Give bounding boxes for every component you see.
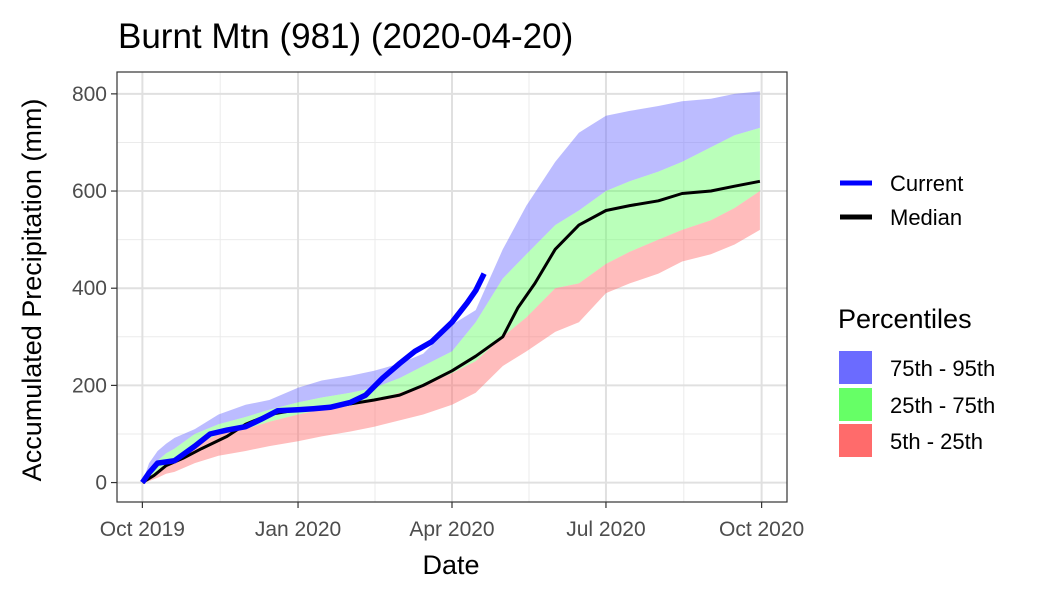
band-5-25	[142, 191, 760, 483]
band-25-75	[142, 127, 760, 483]
legend-p25-75-swatch	[839, 388, 872, 421]
x-tick-label: Oct 2020	[719, 518, 804, 541]
legend-p75-95-swatch	[839, 351, 872, 384]
x-axis-ticks: Oct 2019 Jan 2020 Apr 2020 Jul 2020 Oct 2020	[100, 502, 804, 541]
y-axis-ticks: 0 200 400 600 800	[72, 83, 117, 495]
x-tick-label: Oct 2019	[100, 518, 185, 541]
legend-p75-95-label: 75th - 95th	[890, 356, 995, 381]
data-lines	[140, 179, 761, 485]
percentile-bands	[142, 91, 760, 483]
x-tick-label: Jan 2020	[255, 518, 341, 541]
current-line	[140, 272, 487, 485]
legend-p5-25-swatch	[839, 424, 872, 457]
legend: Current Median Percentiles 75th - 95th 2…	[838, 171, 995, 457]
y-tick-label: 800	[72, 83, 107, 106]
x-axis-title: Date	[422, 550, 479, 580]
y-axis-title: Accumulated Precipitation (mm)	[17, 99, 47, 482]
y-tick-label: 0	[95, 472, 107, 495]
grid-lines	[117, 72, 787, 502]
legend-median-label: Median	[890, 205, 962, 230]
y-tick-label: 600	[72, 180, 107, 203]
chart-title: Burnt Mtn (981) (2020-04-20)	[118, 17, 573, 56]
legend-p25-75-label: 25th - 75th	[890, 393, 995, 418]
legend-p5-25-label: 5th - 25th	[890, 429, 983, 454]
plot-panel	[116, 71, 788, 503]
y-tick-label: 400	[72, 277, 107, 300]
x-tick-label: Apr 2020	[409, 518, 494, 541]
y-tick-label: 200	[72, 374, 107, 397]
legend-percentiles-title: Percentiles	[838, 304, 972, 334]
legend-current-label: Current	[890, 171, 963, 196]
x-tick-label: Jul 2020	[566, 518, 645, 541]
median-line	[141, 179, 761, 484]
band-75-95	[142, 91, 760, 483]
